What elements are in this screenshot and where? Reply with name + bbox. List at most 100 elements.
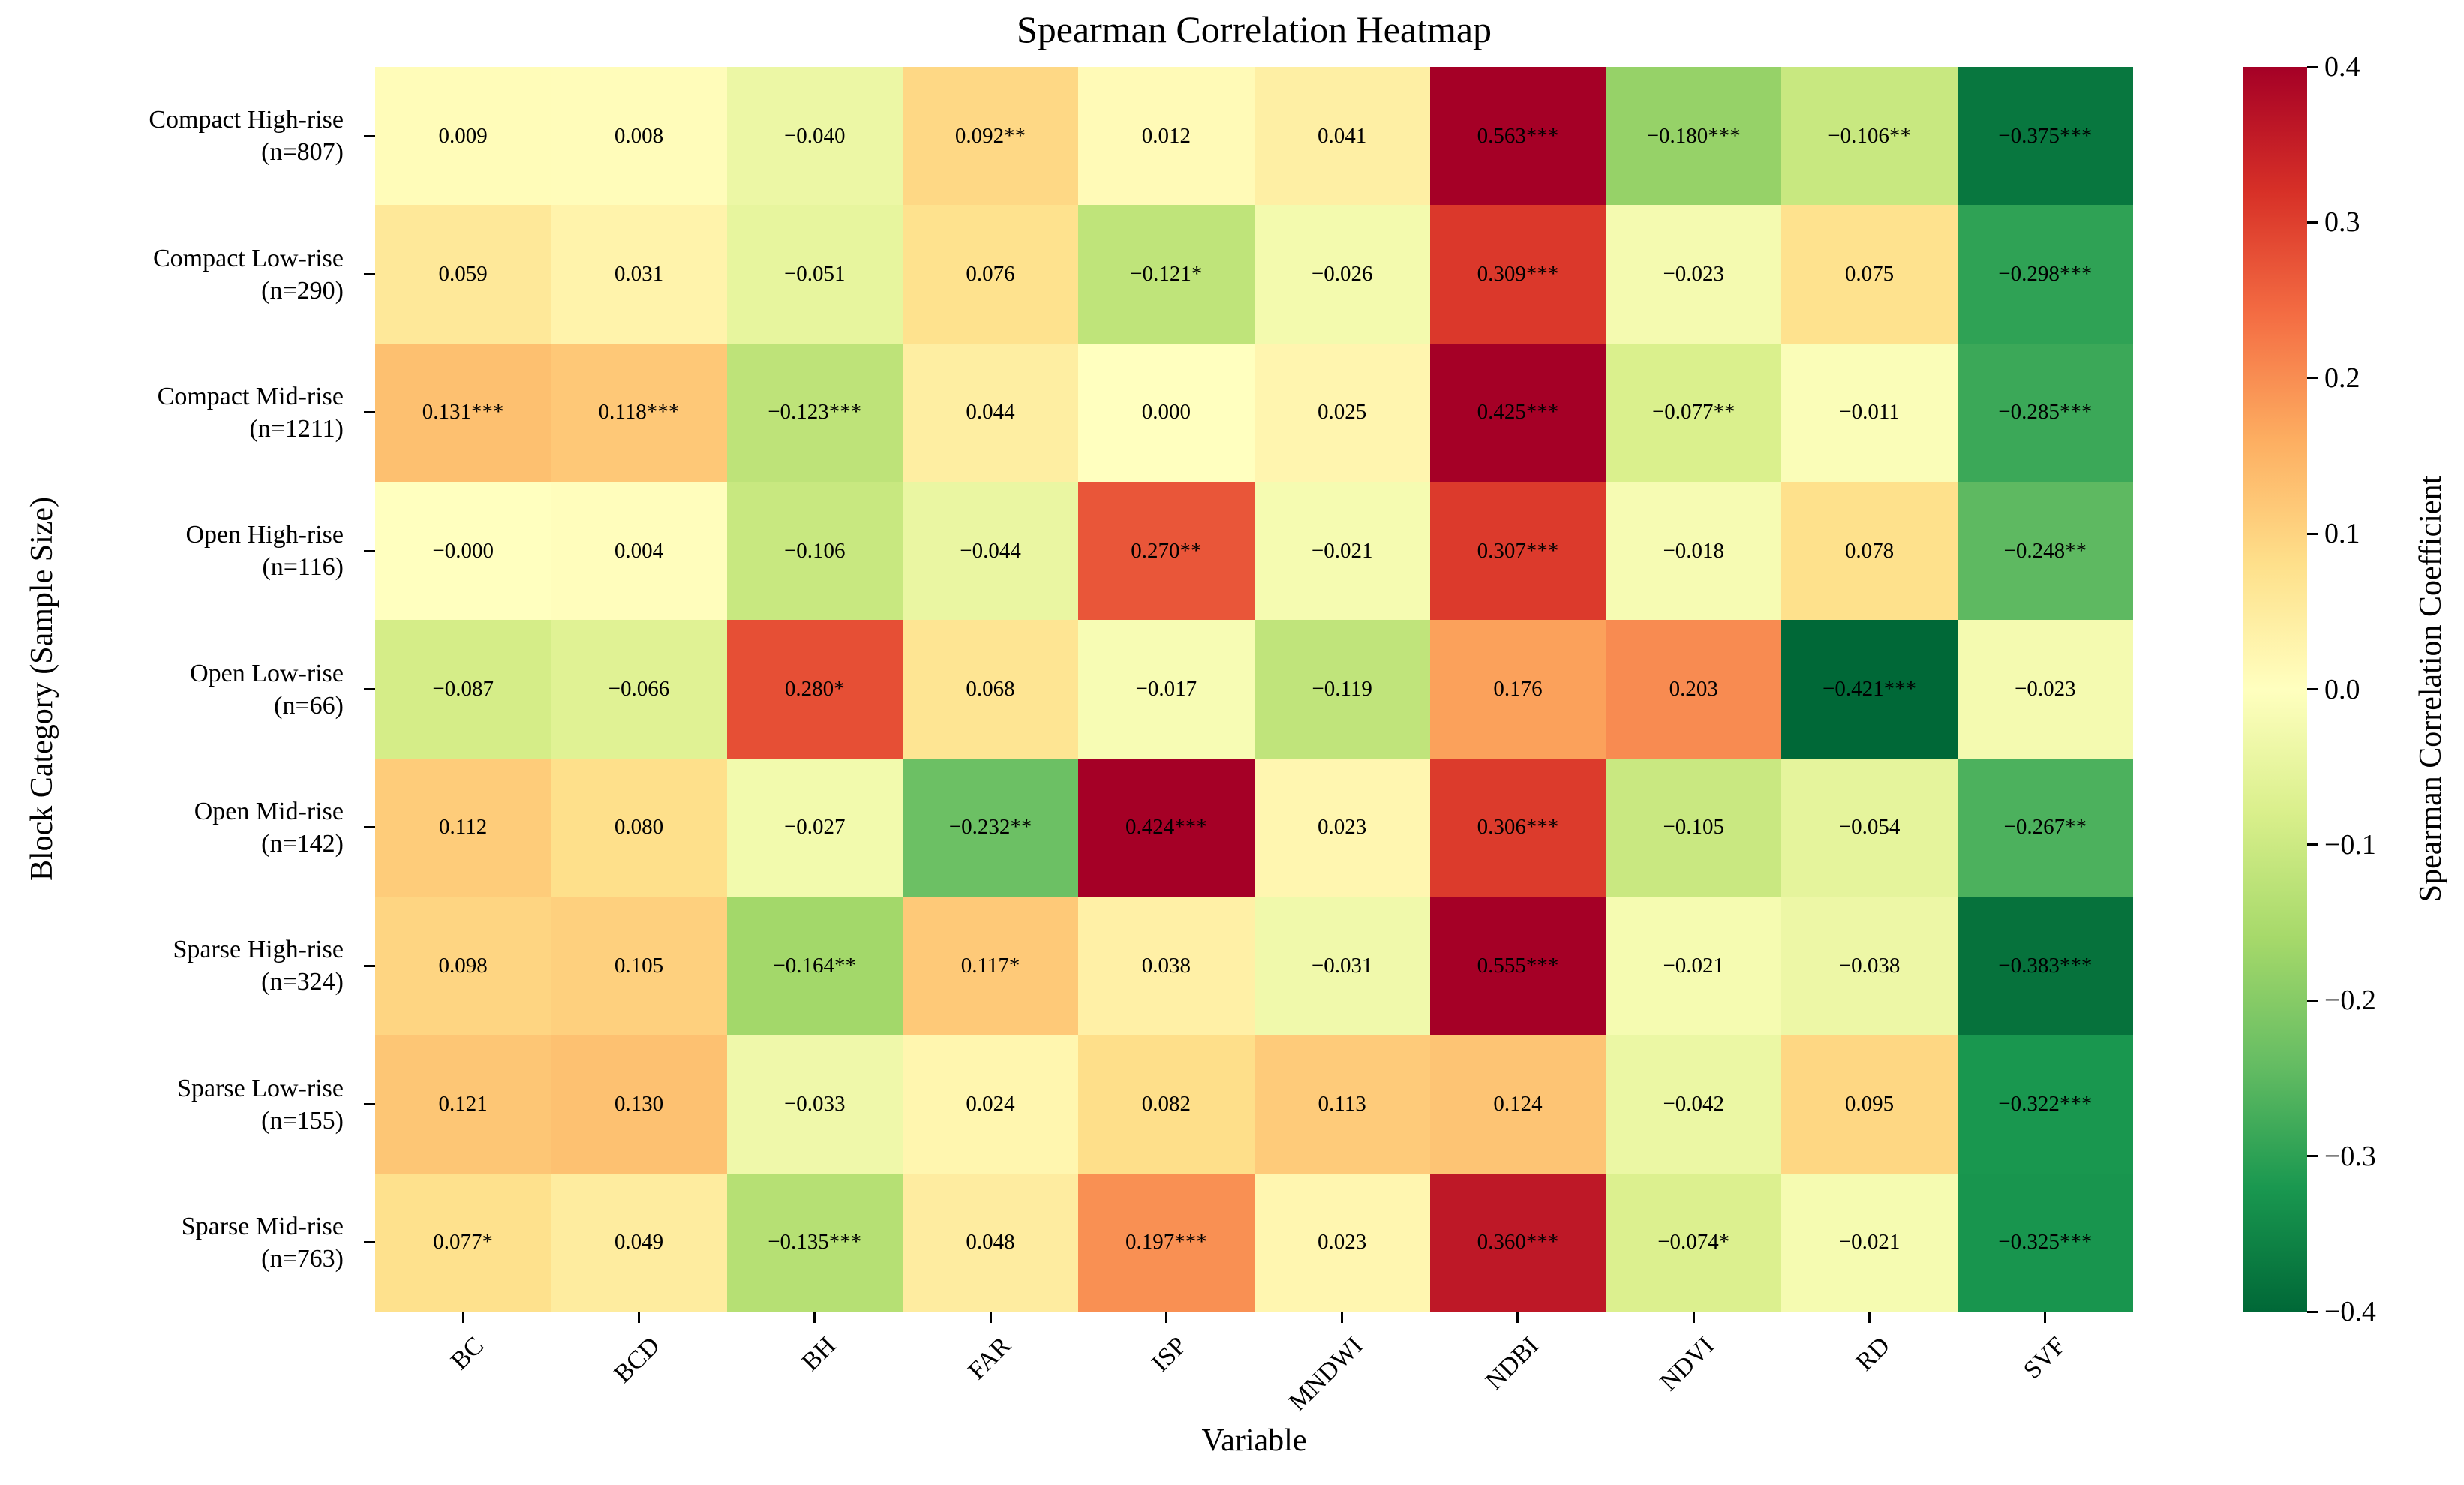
heatmap-cell: −0.232** [902,758,1079,897]
heatmap-cell: −0.074* [1606,1173,1782,1312]
heatmap-cell: −0.121* [1078,205,1255,344]
heatmap-cell: 0.048 [902,1173,1079,1312]
colorbar-tick [2307,688,2318,690]
y-tick-label: Sparse Mid-rise (n=763) [181,1212,344,1273]
heatmap-cell: −0.285*** [1957,343,2133,482]
heatmap-cell: 0.031 [551,205,727,344]
axis-tick [1692,1312,1695,1323]
y-axis-label: Block Category (Sample Size) [25,496,59,882]
colorbar-gradient [2243,67,2307,1312]
heatmap-cell: 0.041 [1254,67,1430,206]
heatmap-cell: 0.095 [1781,1035,1958,1174]
heatmap-cell: 0.117* [902,896,1079,1036]
heatmap-cell: −0.383*** [1957,896,2133,1036]
heatmap-cell: −0.038 [1781,896,1958,1036]
heatmap-cell: 0.176 [1429,620,1606,759]
y-tick-label: Open Low-rise (n=66) [190,659,344,720]
heatmap-cell: −0.421*** [1781,620,1958,759]
heatmap-cell: 0.197*** [1078,1173,1255,1312]
heatmap-cell: −0.135*** [726,1173,903,1312]
heatmap-cell: 0.424*** [1078,758,1255,897]
colorbar-tick [2307,65,2318,68]
axis-tick [364,134,375,137]
axis-tick [364,1103,375,1105]
heatmap-cell: −0.011 [1781,343,1958,482]
heatmap-cell: 0.009 [375,67,551,206]
heatmap-cell: 0.130 [551,1035,727,1174]
heatmap-cell: 0.076 [902,205,1079,344]
heatmap-cell: 0.078 [1781,481,1958,621]
heatmap-cell: 0.112 [375,758,551,897]
axis-tick [364,549,375,552]
heatmap-cell: 0.044 [902,343,1079,482]
heatmap-cell: 0.038 [1078,896,1255,1036]
heatmap-cell: 0.049 [551,1173,727,1312]
axis-tick [637,1312,640,1323]
heatmap-cell: 0.025 [1254,343,1430,482]
heatmap-cell: −0.021 [1254,481,1430,621]
x-tick-label: MNDWI [1283,1331,1369,1417]
heatmap-cell: 0.092** [902,67,1079,206]
x-tick-label: ISP [1146,1331,1193,1378]
heatmap-cell: −0.106** [1781,67,1958,206]
heatmap-cell: −0.298*** [1957,205,2133,344]
heatmap-cell: 0.098 [375,896,551,1036]
x-axis-label: Variable [1201,1423,1307,1458]
x-tick-label: FAR [963,1331,1017,1385]
heatmap-cell: −0.021 [1606,896,1782,1036]
x-tick-label: BCD [608,1331,666,1389]
colorbar-tick [2307,843,2318,846]
colorbar-tick-label: 0.4 [2324,51,2360,83]
heatmap-cell: 0.360*** [1429,1173,1606,1312]
y-tick-label: Sparse High-rise (n=324) [173,936,344,997]
colorbar-tick [2307,1155,2318,1158]
heatmap-cell: 0.077* [375,1173,551,1312]
heatmap-cell: 0.024 [902,1035,1079,1174]
heatmap-cell: 0.023 [1254,758,1430,897]
heatmap-grid: 0.009 0.008 −0.040 0.092** 0.012 0.041 0.563**… [375,67,2133,1312]
axis-tick [364,273,375,275]
heatmap-cell: 0.307*** [1429,481,1606,621]
colorbar-tick [2307,532,2318,535]
heatmap-cell: −0.375*** [1957,67,2133,206]
heatmap-cell: −0.164** [726,896,903,1036]
colorbar-tick-label: 0.3 [2324,206,2360,239]
axis-tick [989,1312,992,1323]
heatmap-cell: 0.306*** [1429,758,1606,897]
axis-tick [364,411,375,414]
heatmap-cell: −0.023 [1606,205,1782,344]
heatmap-cell: 0.309*** [1429,205,1606,344]
heatmap-cell: −0.180*** [1606,67,1782,206]
y-tick-label: Sparse Low-rise (n=155) [177,1074,344,1135]
heatmap-cell: −0.027 [726,758,903,897]
heatmap-cell: 0.023 [1254,1173,1430,1312]
x-tick-label: NDVI [1654,1331,1720,1396]
heatmap-cell: 0.555*** [1429,896,1606,1036]
heatmap-cell: 0.131*** [375,343,551,482]
heatmap-cell: −0.325*** [1957,1173,2133,1312]
axis-tick [364,826,375,829]
heatmap-cell: −0.042 [1606,1035,1782,1174]
heatmap-cell: −0.044 [902,481,1079,621]
x-tick-label: NDBI [1480,1331,1544,1396]
axis-tick [461,1312,464,1323]
heatmap-cell: −0.322*** [1957,1035,2133,1174]
y-tick-label: Open High-rise (n=116) [185,521,344,582]
heatmap-cell: 0.425*** [1429,343,1606,482]
heatmap-cell: −0.023 [1957,620,2133,759]
x-tick-label: SVF [2018,1331,2072,1384]
colorbar-tick [2307,377,2318,380]
heatmap-cell: −0.119 [1254,620,1430,759]
colorbar-tick-label: 0.2 [2324,362,2360,394]
heatmap-cell: 0.004 [551,481,727,621]
y-tick-label: Compact Mid-rise (n=1211) [157,382,344,443]
heatmap-cell: 0.075 [1781,205,1958,344]
axis-tick [2044,1312,2047,1323]
heatmap-cell: 0.080 [551,758,727,897]
colorbar-tick-label: −0.4 [2324,1296,2376,1327]
heatmap-cell: −0.051 [726,205,903,344]
y-tick-label: Open Mid-rise (n=142) [194,797,344,858]
x-tick-label: BH [796,1331,841,1377]
heatmap-cell: −0.066 [551,620,727,759]
heatmap-cell: −0.248** [1957,481,2133,621]
